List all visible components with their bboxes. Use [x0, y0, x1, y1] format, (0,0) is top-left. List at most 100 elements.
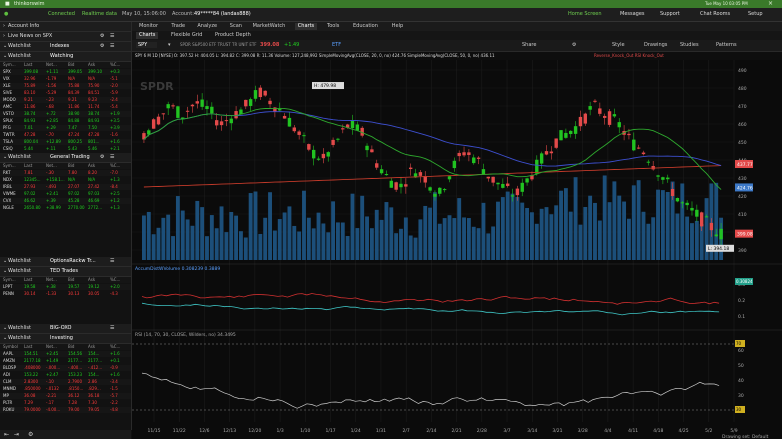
- chat-rooms-button[interactable]: Chat Rooms: [700, 11, 731, 17]
- column-header[interactable]: Ask: [88, 277, 96, 282]
- table-row[interactable]: TSLA 800.04 +12.89 800.25 801... +1.6: [0, 139, 131, 145]
- column-header[interactable]: Last: [24, 344, 33, 349]
- drawings-button[interactable]: Drawings: [644, 42, 668, 48]
- gear-icon[interactable]: ⚙: [100, 33, 105, 39]
- table-row[interactable]: ADI 153.22 +2.47 153.23 154... +1.6: [0, 372, 131, 378]
- table-row[interactable]: SPX 399.08 +1.11 399.05 399.10 +0.3: [0, 69, 131, 75]
- table-row[interactable]: PLTR 7.29 -.17 7.28 7.30 -2.2: [0, 400, 131, 406]
- tab-charts[interactable]: Charts: [294, 23, 318, 30]
- table-row[interactable]: AAPL 154.51 +2.45 154.56 154... +1.6: [0, 351, 131, 357]
- watchlist-header-4[interactable]: ⌄ Watchlist OptionsRackw Tr... ☰: [0, 257, 131, 267]
- table-row[interactable]: CSIQ 5.44 +.11 5.43 5.46 +2.1: [0, 146, 131, 152]
- column-header[interactable]: Symbol: [3, 344, 18, 349]
- gear-icon[interactable]: ⚙: [28, 431, 34, 438]
- watchlist-header-6[interactable]: ⌄ Watchlist BIG-OXO ☰: [0, 324, 131, 334]
- table-row[interactable]: NDX 12345... +158.1... N/A N/A +1.3: [0, 177, 131, 183]
- table-row[interactable]: ROKU 79.0000 -4.00... 79.00 79.05 -4.8: [0, 407, 131, 413]
- column-header[interactable]: Sym...: [3, 163, 16, 168]
- menu-icon[interactable]: ☰: [110, 258, 115, 264]
- column-header[interactable]: Net...: [46, 277, 57, 282]
- support-button[interactable]: Support: [660, 11, 680, 17]
- close-icon[interactable]: ×: [768, 0, 774, 7]
- style-button[interactable]: Style: [612, 42, 625, 48]
- home-screen-button[interactable]: Home Screen: [568, 11, 602, 17]
- watchlist-header-1[interactable]: ⌄ Watchlist Indexes ⚙ ☰: [0, 42, 131, 52]
- share-button[interactable]: Share: [522, 42, 537, 48]
- table-row[interactable]: AMZN 2177.18 +1.49 2177... 2177... +0.1: [0, 358, 131, 364]
- table-row[interactable]: IRBL 27.93 -.493 27.07 27.42 -8.4: [0, 184, 131, 190]
- table-row[interactable]: NGLE 2650.80 +38.99 2770.00 2772... +1.3: [0, 205, 131, 211]
- column-header[interactable]: Net...: [46, 344, 57, 349]
- symbol-input[interactable]: SPY: [136, 42, 158, 48]
- menu-icon[interactable]: ☰: [110, 325, 115, 331]
- column-header[interactable]: %C...: [110, 163, 121, 168]
- tab-marketwatch[interactable]: MarketWatch: [252, 23, 286, 29]
- tab-help[interactable]: Help: [391, 23, 404, 29]
- setup-button[interactable]: Setup: [748, 11, 763, 17]
- column-header[interactable]: Last: [24, 163, 33, 168]
- messages-button[interactable]: Messages: [620, 11, 645, 17]
- column-header[interactable]: Bid: [68, 344, 75, 349]
- subtab-flexible-grid[interactable]: Flexible Grid: [171, 32, 203, 38]
- gear-icon[interactable]: ⚙: [100, 154, 105, 160]
- subtab-charts[interactable]: Charts: [136, 32, 159, 39]
- collapse-left-icon[interactable]: ⇤: [4, 431, 10, 438]
- table-row[interactable]: PENN 30.14 -1.33 30.13 30.05 -4.3: [0, 291, 131, 297]
- tab-trade[interactable]: Trade: [171, 23, 186, 29]
- subtab-product-depth[interactable]: Product Depth: [215, 32, 251, 38]
- watchlist-header-7[interactable]: ⌄ Watchlist Investing: [0, 334, 131, 344]
- price-chart[interactable]: 11/15 11/22 12/6 12/13 12/20 1/3 1/10 1/17 1/24 1…: [132, 60, 782, 439]
- table-row[interactable]: AMC 11.86 -.68 11.86 11.74 -5.4: [0, 104, 131, 110]
- tab-tools[interactable]: Tools: [327, 23, 340, 29]
- table-row[interactable]: XLE 75.89 -1.56 75.88 75.90 -2.0: [0, 83, 131, 89]
- column-header[interactable]: Net...: [46, 163, 57, 168]
- table-row[interactable]: VWME 97.02 +2.41 97.02 97.03 +2.5: [0, 191, 131, 197]
- watchlist-header-3[interactable]: ⌄ Watchlist General Trading ⚙ ☰: [0, 153, 131, 163]
- watchlist-header-2[interactable]: ⌄ Watchlist Watching: [0, 52, 131, 62]
- table-row[interactable]: MODO 9.21 -.23 9.21 9.23 -2.4: [0, 97, 131, 103]
- table-row[interactable]: CVX 46.62 +.39 45.28 46.69 +1.2: [0, 198, 131, 204]
- menu-icon[interactable]: ☰: [110, 154, 115, 160]
- column-header[interactable]: Bid: [68, 62, 75, 67]
- table-row[interactable]: PFG 7.01 +.29 7.47 7.50 +3.9: [0, 125, 131, 131]
- account-info-header[interactable]: › Account Info: [0, 22, 131, 32]
- column-header[interactable]: Ask: [88, 163, 96, 168]
- column-header[interactable]: Bid: [68, 277, 75, 282]
- gear-icon[interactable]: ⚙: [100, 43, 105, 49]
- table-row[interactable]: BLDSP .408000 -.000... -.400... -.412... -0.9: [0, 365, 131, 371]
- chevron-down-icon[interactable]: ▾: [168, 42, 171, 48]
- account-selector[interactable]: 49*****84 (landas888): [194, 11, 251, 17]
- column-header[interactable]: %C...: [110, 344, 121, 349]
- tab-education[interactable]: Education: [353, 23, 378, 29]
- column-header[interactable]: Net...: [46, 62, 57, 67]
- column-header[interactable]: Last: [24, 62, 33, 67]
- column-header[interactable]: Ask: [88, 344, 96, 349]
- live-news-header[interactable]: › Live News on SPX ⚙ ☰: [0, 32, 131, 42]
- table-row[interactable]: MNMD .850000 -.0132 .8150... .829... -1.5: [0, 386, 131, 392]
- column-header[interactable]: Sym...: [3, 277, 16, 282]
- tab-analyze[interactable]: Analyze: [197, 23, 218, 29]
- tab-monitor[interactable]: Monitor: [139, 23, 159, 29]
- table-row[interactable]: TWTR 47.28 -.70 47.24 47.28 -1.6: [0, 132, 131, 138]
- table-row[interactable]: SIVE 83.10 -5.29 84.39 84.51 -5.9: [0, 90, 131, 96]
- column-header[interactable]: Ask: [88, 62, 96, 67]
- table-row[interactable]: SPLK 84.93 +2.85 84.88 84.93 +3.5: [0, 118, 131, 124]
- studies-button[interactable]: Studies: [680, 42, 699, 48]
- column-header[interactable]: Sym...: [3, 62, 16, 67]
- watchlist-header-5[interactable]: ⌄ Watchlist TED Trades: [0, 267, 131, 277]
- menu-icon[interactable]: ☰: [110, 43, 115, 49]
- column-header[interactable]: %C...: [110, 62, 121, 67]
- table-row[interactable]: MP 36.08 -2.21 36.12 36.18 -5.7: [0, 393, 131, 399]
- menu-icon[interactable]: ☰: [110, 33, 115, 39]
- table-row[interactable]: RKT 7.81 -.30 7.80 8.20 -7.0: [0, 170, 131, 176]
- column-header[interactable]: Last: [24, 277, 33, 282]
- table-row[interactable]: VSTO 38.74 +.72 38.90 38.74 +1.9: [0, 111, 131, 117]
- table-row[interactable]: VIX 32.96 -1.79 N/A N/A -5.1: [0, 76, 131, 82]
- patterns-button[interactable]: Patterns: [716, 42, 737, 48]
- table-row[interactable]: CLM 2.8300 -.10 2.7900 2.86 -3.4: [0, 379, 131, 385]
- expand-right-icon[interactable]: ⇥: [14, 431, 20, 438]
- tab-scan[interactable]: Scan: [229, 23, 242, 29]
- column-header[interactable]: Bid: [68, 163, 75, 168]
- gear-icon[interactable]: ⚙: [572, 42, 577, 48]
- column-header[interactable]: %C...: [110, 277, 121, 282]
